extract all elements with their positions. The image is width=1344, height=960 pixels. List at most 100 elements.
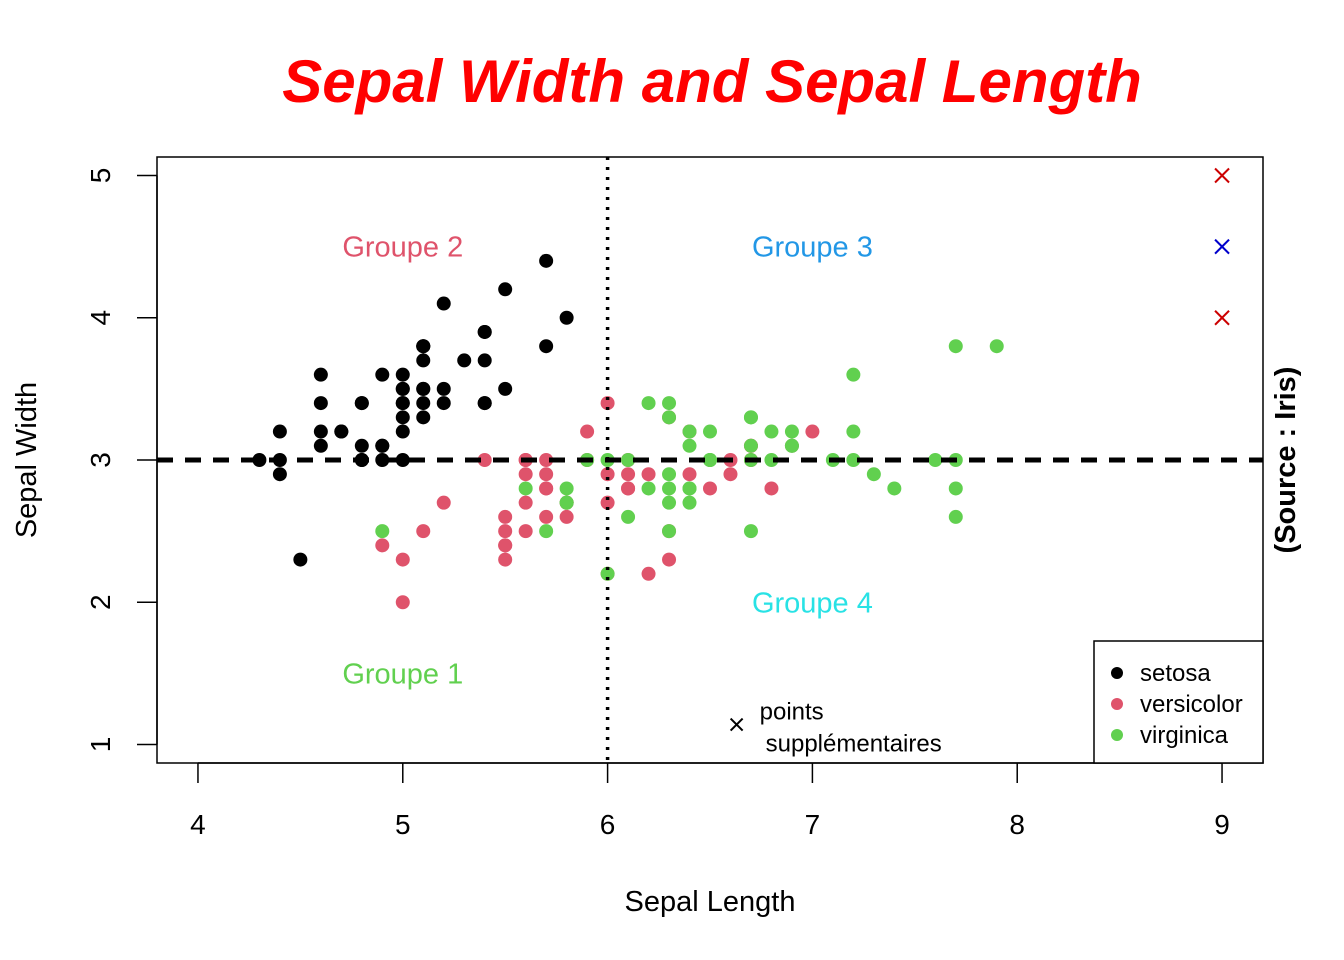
point-versicolor xyxy=(539,467,554,482)
point-setosa xyxy=(395,396,410,411)
point-virginica xyxy=(703,424,717,439)
point-versicolor xyxy=(477,453,492,467)
point-virginica xyxy=(682,481,697,496)
legend-label-setosa: setosa xyxy=(1140,660,1211,687)
x-axis: 4 5 6 7 8 9 xyxy=(190,762,1230,840)
y-tick-label: 2 xyxy=(85,594,116,610)
point-virginica xyxy=(662,495,677,510)
y-tick-label: 1 xyxy=(85,737,116,753)
point-setosa xyxy=(375,438,390,453)
point-versicolor xyxy=(518,467,533,482)
point-virginica xyxy=(621,453,636,467)
point-versicolor xyxy=(621,481,636,496)
point-setosa xyxy=(313,367,328,382)
point-virginica xyxy=(743,410,758,425)
point-versicolor xyxy=(682,467,697,482)
legend-label-virginica: virginica xyxy=(1140,722,1229,749)
legend-marker-virginica xyxy=(1111,729,1123,741)
chart-title: Sepal Width and Sepal Length xyxy=(282,48,1142,115)
point-versicolor xyxy=(600,495,615,510)
y-tick-label: 4 xyxy=(85,310,116,326)
point-versicolor xyxy=(559,509,574,524)
point-virginica xyxy=(518,481,533,496)
point-virginica xyxy=(887,481,902,496)
y-axis-label: Sepal Width xyxy=(11,382,43,538)
point-virginica xyxy=(948,339,963,354)
point-versicolor xyxy=(498,509,513,524)
point-setosa xyxy=(354,396,369,411)
point-virginica xyxy=(662,467,677,482)
point-versicolor xyxy=(662,552,677,567)
point-virginica xyxy=(662,481,677,496)
point-setosa xyxy=(416,381,431,396)
annotation-text: supplémentaires xyxy=(766,731,942,758)
point-virginica xyxy=(948,509,963,524)
point-setosa xyxy=(457,353,472,368)
point-setosa xyxy=(539,339,554,354)
x-tick-label: 4 xyxy=(190,809,206,840)
group-label: Groupe 2 xyxy=(342,232,463,264)
point-virginica xyxy=(600,566,615,581)
point-versicolor xyxy=(416,524,431,539)
point-virginica xyxy=(866,467,881,482)
point-setosa xyxy=(375,367,390,382)
point-setosa xyxy=(416,339,431,354)
point-versicolor xyxy=(518,495,533,510)
point-virginica xyxy=(846,453,861,467)
point-versicolor xyxy=(580,424,595,439)
point-setosa xyxy=(539,253,554,268)
point-virginica xyxy=(989,339,1004,354)
y-axis: 1 2 3 4 5 xyxy=(85,168,158,753)
point-setosa xyxy=(416,410,431,425)
point-versicolor xyxy=(498,524,513,539)
point-setosa xyxy=(477,396,492,411)
group-label: Groupe 3 xyxy=(752,232,873,264)
x-tick-label: 8 xyxy=(1009,809,1025,840)
point-setosa xyxy=(498,282,513,297)
x-tick-label: 6 xyxy=(600,809,616,840)
legend-marker-setosa xyxy=(1111,667,1123,679)
point-setosa xyxy=(498,381,513,396)
point-setosa xyxy=(313,438,328,453)
point-setosa xyxy=(477,324,492,339)
x-tick-label: 5 xyxy=(395,809,411,840)
point-virginica xyxy=(846,424,861,439)
point-versicolor xyxy=(621,467,636,482)
point-virginica xyxy=(641,481,656,496)
plot-area: Groupe 1 Groupe 2 Groupe 3 Groupe 4 points su… xyxy=(157,157,1263,763)
point-virginica xyxy=(559,481,574,496)
point-setosa xyxy=(416,396,431,411)
annotation-text: points xyxy=(760,699,824,726)
point-versicolor xyxy=(641,566,656,581)
point-setosa xyxy=(293,552,308,567)
point-versicolor xyxy=(805,424,820,439)
point-setosa xyxy=(272,424,287,439)
point-setosa xyxy=(395,410,410,425)
point-versicolor xyxy=(436,495,451,510)
legend: setosa versicolor virginica xyxy=(1093,640,1264,764)
point-versicolor xyxy=(764,481,779,496)
point-setosa xyxy=(252,453,267,467)
point-versicolor xyxy=(641,467,656,482)
x-axis-label: Sepal Length xyxy=(625,886,796,918)
point-virginica xyxy=(764,453,779,467)
source-label: (Source : Iris) xyxy=(1270,367,1302,554)
series-virginica xyxy=(375,339,1004,581)
point-virginica xyxy=(539,524,554,539)
point-setosa xyxy=(334,424,349,439)
point-versicolor xyxy=(518,524,533,539)
point-virginica xyxy=(375,524,390,539)
point-setosa xyxy=(313,396,328,411)
point-versicolor xyxy=(498,552,513,567)
point-versicolor xyxy=(539,481,554,496)
point-versicolor xyxy=(375,538,390,553)
point-versicolor xyxy=(498,538,513,553)
point-setosa xyxy=(395,381,410,396)
point-virginica xyxy=(662,396,677,411)
point-virginica xyxy=(784,424,799,439)
point-versicolor xyxy=(723,467,738,482)
point-virginica xyxy=(764,424,779,439)
legend-marker-versicolor xyxy=(1111,698,1123,710)
point-virginica xyxy=(948,481,963,496)
point-versicolor xyxy=(539,509,554,524)
